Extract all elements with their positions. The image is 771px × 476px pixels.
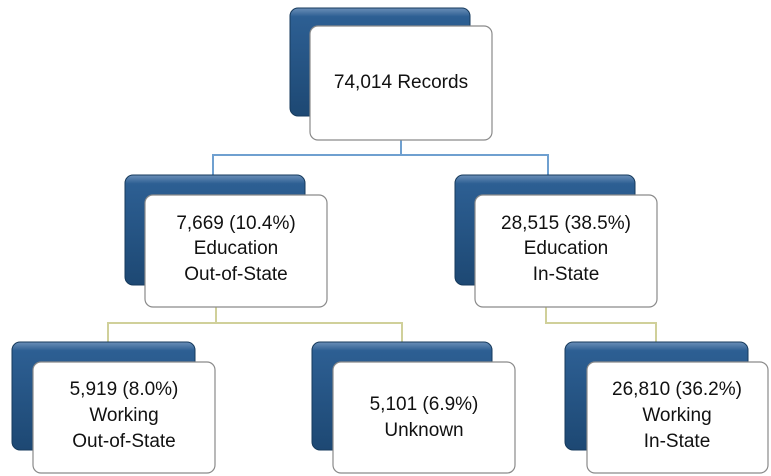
node-label: In-State [644,431,711,452]
node: 5,101 (6.9%) Unknown [311,341,516,474]
node-label: 5,101 (6.9%) [370,394,479,415]
node-label: Working [89,405,158,426]
node-label: Working [642,405,711,426]
connector [212,140,549,175]
node-box [309,25,493,141]
node-label: In-State [533,264,600,285]
node: 28,515 (38.5%) Education In-State [454,174,658,308]
connector [107,307,403,342]
node-box [586,361,769,474]
node-label: Education [194,238,279,259]
node-label: Out-of-State [184,264,288,285]
node: 5,919 (8.0%) Working Out-of-State [11,341,216,474]
node-label: Education [524,238,609,259]
node-box [332,361,516,474]
node-box [32,361,216,474]
node-box [474,194,658,308]
node: 7,669 (10.4%) Education Out-of-State [124,174,328,308]
node-label: 7,669 (10.4%) [176,213,295,234]
node-label: 74,014 Records [334,72,468,93]
node-label: 5,919 (8.0%) [70,379,179,400]
node: 26,810 (36.2%) Working In-State [564,341,769,474]
node: 74,014 Records [289,7,493,141]
connector [545,307,657,342]
node-label: 28,515 (38.5%) [501,213,631,234]
node-label: Unknown [384,420,463,441]
node-label: Out-of-State [72,431,176,452]
node-label: 26,810 (36.2%) [612,379,742,400]
node-box [144,194,328,308]
